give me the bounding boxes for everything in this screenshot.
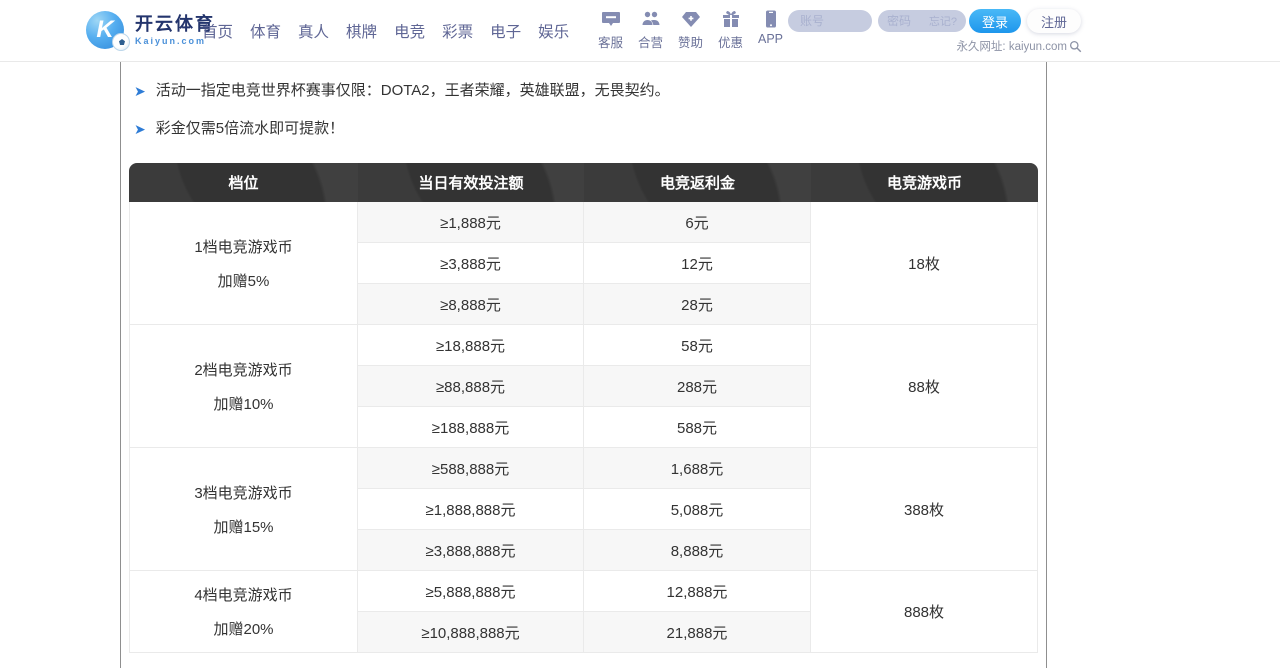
- table-row: 1档电竞游戏币 加赠5% ≥1,888元 6元 18枚: [129, 202, 1038, 325]
- table-header-row: 档位 当日有效投注额 电竞返利金 电竞游戏币: [129, 163, 1038, 202]
- quick-link-label: 客服: [597, 36, 623, 50]
- rebate-cell: 12元: [584, 243, 811, 284]
- login-button[interactable]: 登录: [969, 9, 1021, 33]
- quick-link-赞助[interactable]: 赞助: [674, 9, 707, 51]
- rebate-cell: 288元: [584, 366, 811, 407]
- bet-amount-cell: ≥188,888元: [358, 407, 584, 448]
- nav-item-6[interactable]: 电子: [490, 24, 522, 41]
- column-header-2: 电竞返利金: [584, 163, 811, 202]
- rebate-cell: 1,688元: [584, 448, 811, 489]
- quick-link-合营[interactable]: 合营: [634, 9, 667, 51]
- promo-content-panel: 活动一指定电竞世界杯赛事仅限：DOTA2，王者荣耀，英雄联盟，无畏契约。 彩金仅…: [120, 62, 1047, 668]
- arrow-icon: [134, 119, 146, 139]
- nav-item-0[interactable]: 首页: [202, 24, 234, 41]
- column-header-3: 电竞游戏币: [811, 163, 1038, 202]
- quick-link-label: 赞助: [677, 36, 703, 50]
- logo-domain-text: Kaiyun.com: [135, 35, 207, 46]
- bet-amount-cell: ≥3,888,888元: [358, 530, 584, 571]
- phone-icon: [761, 9, 781, 29]
- tier-cell: 3档电竞游戏币 加赠15%: [129, 448, 358, 571]
- rebate-cell: 8,888元: [584, 530, 811, 571]
- bet-amount-cell: ≥5,888,888元: [358, 571, 584, 612]
- rebate-cell: 12,888元: [584, 571, 811, 612]
- bet-amount-cell: ≥1,888元: [358, 202, 584, 243]
- logo-brand-text: 开云体育: [135, 13, 215, 34]
- tier-cell: 4档电竞游戏币 加赠20%: [129, 571, 358, 653]
- nav-item-2[interactable]: 真人: [298, 24, 330, 41]
- permanent-url-label: 永久网址: kaiyun.com: [956, 41, 1067, 53]
- table-row: ≥8,888元 28元: [129, 284, 1038, 325]
- tier-cell: 2档电竞游戏币 加赠10%: [129, 325, 358, 448]
- arrow-icon: [134, 81, 146, 101]
- password-field[interactable]: 忘记?: [878, 10, 966, 32]
- quick-link-label: APP: [757, 32, 783, 46]
- partners-icon: [641, 9, 661, 29]
- rebate-cell: 588元: [584, 407, 811, 448]
- promo-note-text: 活动一指定电竞世界杯赛事仅限：DOTA2，王者荣耀，英雄联盟，无畏契约。: [155, 82, 670, 99]
- nav-item-7[interactable]: 娱乐: [538, 24, 570, 41]
- main-nav: 首页 体育 真人 棋牌 电竞 彩票 电子 娱乐: [199, 0, 572, 62]
- quick-link-客服[interactable]: 客服: [594, 9, 627, 51]
- table-row: 4档电竞游戏币 加赠20% ≥5,888,888元 12,888元 888枚: [129, 571, 1038, 653]
- quick-link-优惠[interactable]: 优惠: [714, 9, 747, 51]
- logo-ball-icon: K: [86, 9, 130, 51]
- quick-links: 客服 合营 赞助 优惠 APP: [594, 9, 787, 51]
- rebate-cell: 28元: [584, 284, 811, 325]
- quick-link-APP[interactable]: APP: [754, 9, 787, 51]
- table-row: ≥1,888,888元 5,088元: [129, 489, 1038, 530]
- table-row: ≥10,888,888元 21,888元: [129, 612, 1038, 653]
- promo-note: 彩金仅需5倍流水即可提款！: [134, 119, 344, 139]
- nav-item-4[interactable]: 电竞: [394, 24, 426, 41]
- password-input[interactable]: [887, 14, 919, 28]
- bet-amount-cell: ≥88,888元: [358, 366, 584, 407]
- coins-cell: 388枚: [811, 448, 1038, 571]
- permanent-url: 永久网址: kaiyun.com: [956, 38, 1082, 54]
- bet-amount-cell: ≥8,888元: [358, 284, 584, 325]
- tier-cell: 1档电竞游戏币 加赠5%: [129, 202, 358, 325]
- table-row: 2档电竞游戏币 加赠10% ≥18,888元 58元 88枚: [129, 325, 1038, 448]
- promo-note-text: 彩金仅需5倍流水即可提款！: [155, 120, 345, 137]
- account-input[interactable]: [788, 10, 872, 32]
- rebate-cell: 6元: [584, 202, 811, 243]
- coins-cell: 88枚: [811, 325, 1038, 448]
- column-header-0: 档位: [129, 163, 358, 202]
- coins-cell: 888枚: [811, 571, 1038, 653]
- register-button[interactable]: 注册: [1027, 9, 1081, 33]
- chat-icon: [601, 9, 621, 29]
- table-row: ≥88,888元 288元: [129, 366, 1038, 407]
- bet-amount-cell: ≥588,888元: [358, 448, 584, 489]
- table-row: ≥188,888元 588元: [129, 407, 1038, 448]
- bet-amount-cell: ≥1,888,888元: [358, 489, 584, 530]
- coins-cell: 18枚: [811, 202, 1038, 325]
- nav-item-3[interactable]: 棋牌: [346, 24, 378, 41]
- table-row: ≥3,888元 12元: [129, 243, 1038, 284]
- bet-amount-cell: ≥3,888元: [358, 243, 584, 284]
- quick-link-label: 合营: [637, 36, 663, 50]
- rebate-cell: 58元: [584, 325, 811, 366]
- bet-amount-cell: ≥10,888,888元: [358, 612, 584, 653]
- site-logo[interactable]: K 开云体育 Kaiyun.com: [86, 9, 215, 51]
- table-row: ≥3,888,888元 8,888元: [129, 530, 1038, 571]
- bet-amount-cell: ≥18,888元: [358, 325, 584, 366]
- quick-link-label: 优惠: [717, 36, 743, 50]
- rebate-cell: 5,088元: [584, 489, 811, 530]
- forgot-password-link[interactable]: 忘记?: [928, 16, 957, 28]
- rebate-cell: 21,888元: [584, 612, 811, 653]
- top-header: K 开云体育 Kaiyun.com 首页 体育 真人 棋牌 电竞 彩票 电子 娱乐 客服 合营赞…: [0, 0, 1280, 62]
- table-row: 3档电竞游戏币 加赠15% ≥588,888元 1,688元 388枚: [129, 448, 1038, 571]
- promo-note: 活动一指定电竞世界杯赛事仅限：DOTA2，王者荣耀，英雄联盟，无畏契约。: [134, 81, 670, 101]
- nav-item-5[interactable]: 彩票: [442, 24, 474, 41]
- column-header-1: 当日有效投注额: [358, 163, 584, 202]
- diamond-icon: [681, 9, 701, 29]
- gift-icon: [721, 9, 741, 29]
- nav-item-1[interactable]: 体育: [250, 24, 282, 41]
- table-body: 1档电竞游戏币 加赠5% ≥1,888元 6元 18枚 ≥3,888元 12元 ≥8,888元…: [129, 202, 1038, 653]
- magnifier-icon[interactable]: [1069, 40, 1082, 53]
- rebate-table: 档位 当日有效投注额 电竞返利金 电竞游戏币 1档电竞游戏币 加赠5% ≥1,888元 6元…: [129, 163, 1038, 653]
